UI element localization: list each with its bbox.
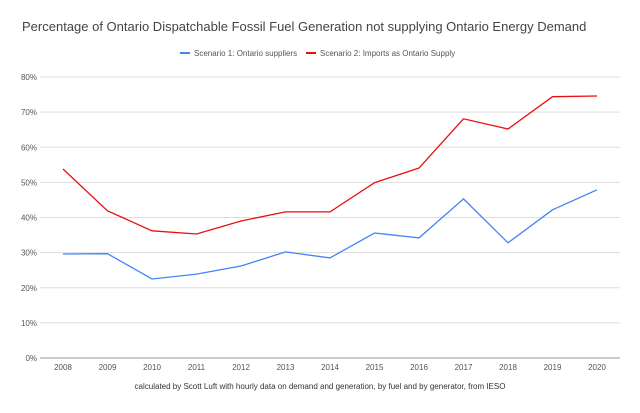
x-tick-label: 2009 (99, 363, 117, 372)
x-tick-label: 2010 (143, 363, 161, 372)
data-point (329, 256, 332, 259)
data-point (151, 229, 154, 232)
y-tick-label: 80% (21, 73, 37, 82)
data-point (373, 231, 376, 234)
x-axis-label: calculated by Scott Luft with hourly dat… (135, 382, 506, 391)
data-point (195, 273, 198, 276)
legend-label-1: Scenario 1: Ontario suppliers (194, 49, 297, 58)
data-point (106, 209, 109, 212)
legend-label-2: Scenario 2: Imports as Ontario Supply (320, 49, 455, 58)
x-tick-label: 2013 (277, 363, 295, 372)
data-point (373, 181, 376, 184)
data-point (507, 241, 510, 244)
data-point (62, 168, 65, 171)
x-tick-label: 2015 (366, 363, 384, 372)
y-tick-label: 20% (21, 284, 37, 293)
chart-title: Percentage of Ontario Dispatchable Fossi… (22, 19, 587, 34)
series-line-2 (62, 95, 598, 235)
series-line-1 (62, 189, 598, 280)
data-point (195, 233, 198, 236)
data-point (418, 166, 421, 169)
data-point (551, 95, 554, 98)
data-point (596, 188, 599, 191)
y-tick-label: 30% (21, 249, 37, 258)
data-point (62, 253, 65, 256)
y-tick-label: 60% (21, 143, 37, 152)
data-point (507, 127, 510, 130)
data-point (462, 117, 465, 120)
data-point (284, 210, 287, 213)
y-tick-label: 40% (21, 214, 37, 223)
data-point (106, 252, 109, 255)
data-point (462, 197, 465, 200)
x-tick-label: 2016 (410, 363, 428, 372)
x-tick-label: 2018 (499, 363, 517, 372)
x-tick-label: 2008 (54, 363, 72, 372)
y-tick-label: 50% (21, 178, 37, 187)
x-tick-label: 2012 (232, 363, 250, 372)
x-tick-label: 2011 (188, 363, 206, 372)
y-tick-label: 10% (21, 319, 37, 328)
data-point (418, 236, 421, 239)
data-point (240, 264, 243, 267)
data-point (284, 250, 287, 253)
x-tick-label: 2017 (455, 363, 473, 372)
x-tick-label: 2019 (544, 363, 562, 372)
x-tick-label: 2014 (321, 363, 339, 372)
data-point (329, 210, 332, 213)
x-tick-label: 2020 (588, 363, 606, 372)
data-point (151, 277, 154, 280)
data-point (596, 94, 599, 97)
data-point (240, 220, 243, 223)
y-tick-label: 70% (21, 108, 37, 117)
data-point (551, 208, 554, 211)
y-tick-label: 0% (25, 354, 37, 363)
